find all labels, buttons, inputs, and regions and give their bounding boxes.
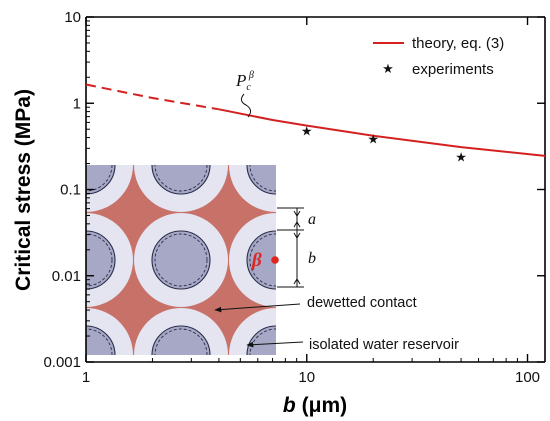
y-tick-label-0: 0.001	[43, 354, 81, 371]
inset-core-dash-5	[86, 233, 113, 287]
inset-core-8	[151, 325, 211, 355]
beta-point	[271, 256, 279, 264]
dewetted-label: dewetted contact	[307, 295, 417, 311]
curve-label-sup: β	[248, 70, 254, 81]
inset-core-dash-4	[154, 233, 208, 287]
dim-b-arrow-up	[293, 278, 301, 285]
inset-annotations: a b β dewetted contact isolated water re…	[214, 207, 459, 353]
inset-core-dash-8	[154, 328, 208, 355]
inset-core-dash-6	[249, 233, 276, 287]
y-tick-label-3: 1	[73, 95, 81, 112]
dim-b-arrow-down	[293, 232, 301, 239]
x-tick-label-2: 100	[515, 369, 540, 386]
axis-ticks	[85, 16, 545, 363]
series-layer: ★ ★ ★	[85, 83, 546, 166]
dewetted-arrow	[214, 303, 301, 313]
experiment-point-1: ★	[367, 133, 379, 148]
reservoir-label: isolated water reservoir	[309, 337, 459, 353]
inset-core-4	[151, 230, 211, 290]
dim-label-b: b	[308, 250, 316, 267]
curve-label-main: P	[235, 71, 246, 90]
svg-text:Pcβ: Pcβ	[235, 70, 254, 93]
tick-labels: 1 10 100 0.001 0.01 0.1 1 10	[43, 9, 540, 386]
beta-label: β	[251, 250, 262, 271]
x-axis-title: b (μm)	[283, 394, 347, 417]
experiment-point-0: ★	[301, 125, 313, 140]
x-axis-unit: (μm)	[302, 394, 348, 417]
y-axis-title: Critical stress (MPa)	[12, 89, 35, 291]
inset-diagram	[86, 165, 276, 355]
curve-label: Pcβ	[235, 70, 254, 118]
legend: theory, eq. (3) ★ experiments	[373, 35, 504, 78]
theory-line-extrapolated	[85, 83, 220, 111]
inset-core-0	[86, 165, 116, 195]
y-tick-label-4: 10	[64, 9, 81, 26]
x-tick-label-1: 10	[298, 369, 315, 386]
legend-experiments-label: experiments	[412, 61, 494, 78]
x-tick-label-0: 1	[82, 369, 90, 386]
inset-core-3	[246, 325, 276, 355]
legend-theory-label: theory, eq. (3)	[412, 35, 504, 52]
y-tick-label-1: 0.01	[52, 268, 81, 285]
curve-label-sub: c	[246, 82, 251, 93]
curve-label-leader	[240, 93, 252, 118]
theory-line	[218, 108, 546, 157]
dim-a-arrow-down	[293, 210, 301, 217]
inset-core-2	[86, 325, 116, 355]
dim-a-arrow-up	[293, 221, 301, 228]
dim-label-a: a	[308, 211, 316, 228]
inset-core-7	[151, 165, 211, 195]
x-axis-symbol: b	[283, 394, 296, 417]
legend-experiments-marker: ★	[382, 62, 394, 77]
experiment-point-2: ★	[455, 151, 467, 166]
inset-core-1	[246, 165, 276, 195]
y-tick-label-2: 0.1	[60, 182, 81, 199]
inset-core-dash-7	[154, 165, 208, 192]
reservoir-arrow	[246, 341, 304, 348]
